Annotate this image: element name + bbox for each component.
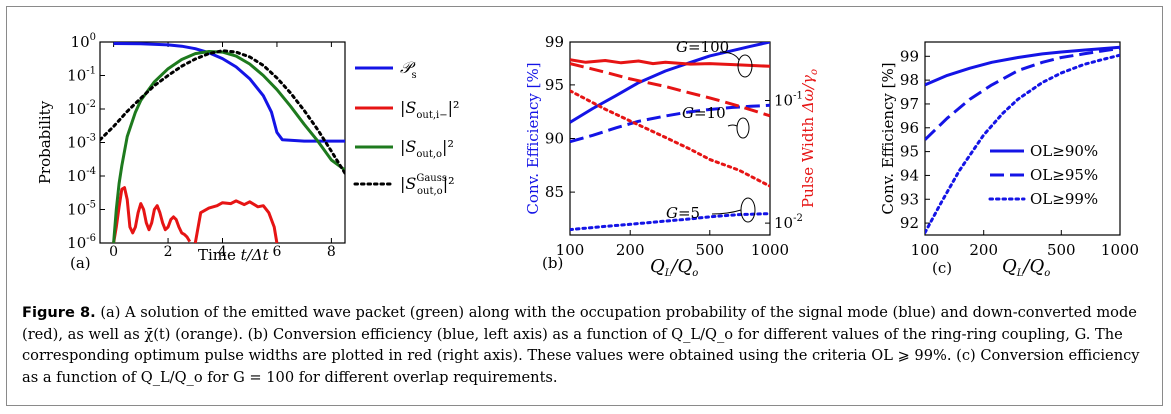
panel-a-ylabel: Probability (36, 100, 54, 184)
panel-c-series-2 (925, 53, 1120, 235)
panel-c-ytick-label: 96 (900, 119, 919, 137)
panel-b-annotation-pointer (711, 209, 742, 215)
panel-a-xtick-label: 8 (327, 244, 336, 260)
panel-b-ytick-label: 90 (545, 130, 564, 148)
panel-c-series-0 (925, 45, 1120, 87)
panel-a-legend-label: |Sout,o|² (400, 137, 454, 160)
figure-frame (6, 6, 1163, 406)
panel-b-series-0 (570, 42, 770, 124)
panel-c-xtick-label: 500 (1047, 241, 1076, 259)
panel-c-tag: (c) (932, 259, 952, 277)
panel-c-ytick-label: 98 (900, 71, 919, 89)
panel-b-ylabel-left: Conv. Efficiency [%] (524, 62, 542, 214)
panel-b-ytick-label: 99 (545, 33, 564, 51)
panel-a-ytick-label: 10-1 (67, 66, 96, 85)
panel-a-series-1 (112, 186, 192, 243)
panel-a-legend-label: |SGauss out,o|² (400, 173, 455, 197)
panel-c-ytick-label: 92 (900, 214, 919, 232)
panel-b-annotation-pointer (727, 124, 738, 127)
panel-c-ytick-label: 97 (900, 95, 919, 113)
panel-a-ytick-label: 10-5 (67, 200, 96, 219)
panel-b-xlabel: QL/Qo (650, 256, 698, 279)
panel-a-xtick-label: 6 (272, 244, 281, 260)
panel-c-legend-label: OL≥99% (1030, 190, 1098, 208)
panel-b-ytick-label: 85 (545, 183, 564, 201)
panel-b-annotation: G=5 (666, 204, 700, 222)
panel-b-annotation-ring (737, 54, 753, 78)
panel-c-ytick-label: 99 (900, 47, 919, 65)
panel-c-ytick-label: 95 (900, 143, 919, 161)
panel-c-ytick-label: 94 (900, 166, 919, 184)
panel-a-ytick-label: 10-2 (67, 99, 96, 118)
panel-c-xlabel: QL/Qo (1002, 256, 1050, 279)
panel-c-xtick-label: 200 (969, 241, 998, 259)
panel-b-xtick-label: 100 (556, 241, 585, 259)
panel-b-series-3 (570, 58, 770, 68)
panel-c-series-1 (925, 46, 1120, 141)
panel-a-series-4 (100, 49, 345, 175)
panel-b-series-4 (570, 62, 770, 118)
panel-b-annotation-ring (740, 197, 756, 223)
panel-c-xtick-label: 100 (911, 241, 940, 259)
panel-b-ytick-label: 95 (545, 76, 564, 94)
caption-label: Figure 8. (22, 304, 96, 321)
panel-a-series-0 (113, 42, 345, 143)
panel-b-annotation-pointer (719, 51, 740, 61)
panel-b-series-5 (570, 89, 770, 188)
panel-a-ytick-label: 10-3 (67, 133, 96, 152)
panel-a-series-3 (112, 50, 345, 243)
panel-b-xtick-label: 500 (695, 241, 724, 259)
panel-a-xtick-label: 0 (109, 244, 118, 260)
panel-b-series-1 (570, 103, 770, 144)
panel-b-ytick-right-label: 10-1 (774, 91, 803, 110)
panel-b-series-2 (570, 212, 770, 232)
panel-a-series-2 (193, 199, 279, 243)
caption-text: (a) A solution of the emitted wave packe… (22, 304, 1140, 386)
panel-b-ylabel-right: Pulse Width Δω/γo (799, 69, 820, 208)
panel-a-ytick-label: 100 (71, 32, 96, 51)
panel-a-tag: (a) (70, 254, 91, 272)
panel-a-legend-label: |Sout,i−|² (400, 98, 459, 121)
figure-plots: 0 2 4 6 8 100 10-1 10-2 10-3 10-4 10-5 10-6 Probabil… (36, 32, 1139, 279)
figure-caption: Figure 8. (a) A solution of the emitted … (22, 302, 1150, 388)
panel-b-tag: (b) (542, 254, 563, 272)
panel-b-annotation: G=100 (676, 38, 729, 56)
panel-a-xtick-label: 4 (218, 244, 227, 260)
panel-a-legend-label: 𝒫s (400, 58, 417, 81)
panel-b-annotation: G=10 (682, 104, 726, 122)
panel-c-xtick-label: 1000 (1101, 241, 1139, 259)
panel-a-xtick-label: 2 (164, 244, 173, 260)
panel-c-legend-label: OL≥95% (1030, 166, 1098, 184)
panel-b-annotation-ring (736, 117, 750, 139)
panel-c-legend-label: OL≥90% (1030, 142, 1098, 160)
panel-b-xtick-label: 200 (616, 241, 645, 259)
panel-c-ytick-label: 93 (900, 190, 919, 208)
panel-b-ytick-right-label: 10-2 (774, 213, 803, 232)
panel-a-ytick-label: 10-4 (67, 166, 96, 185)
panel-c-ylabel: Conv. Efficiency [%] (879, 62, 897, 214)
panel-a-ytick-label: 10-6 (67, 233, 96, 252)
panel-b-xtick-label: 1000 (751, 241, 789, 259)
panel-a-xlabel: Time t/Δt (198, 246, 270, 264)
